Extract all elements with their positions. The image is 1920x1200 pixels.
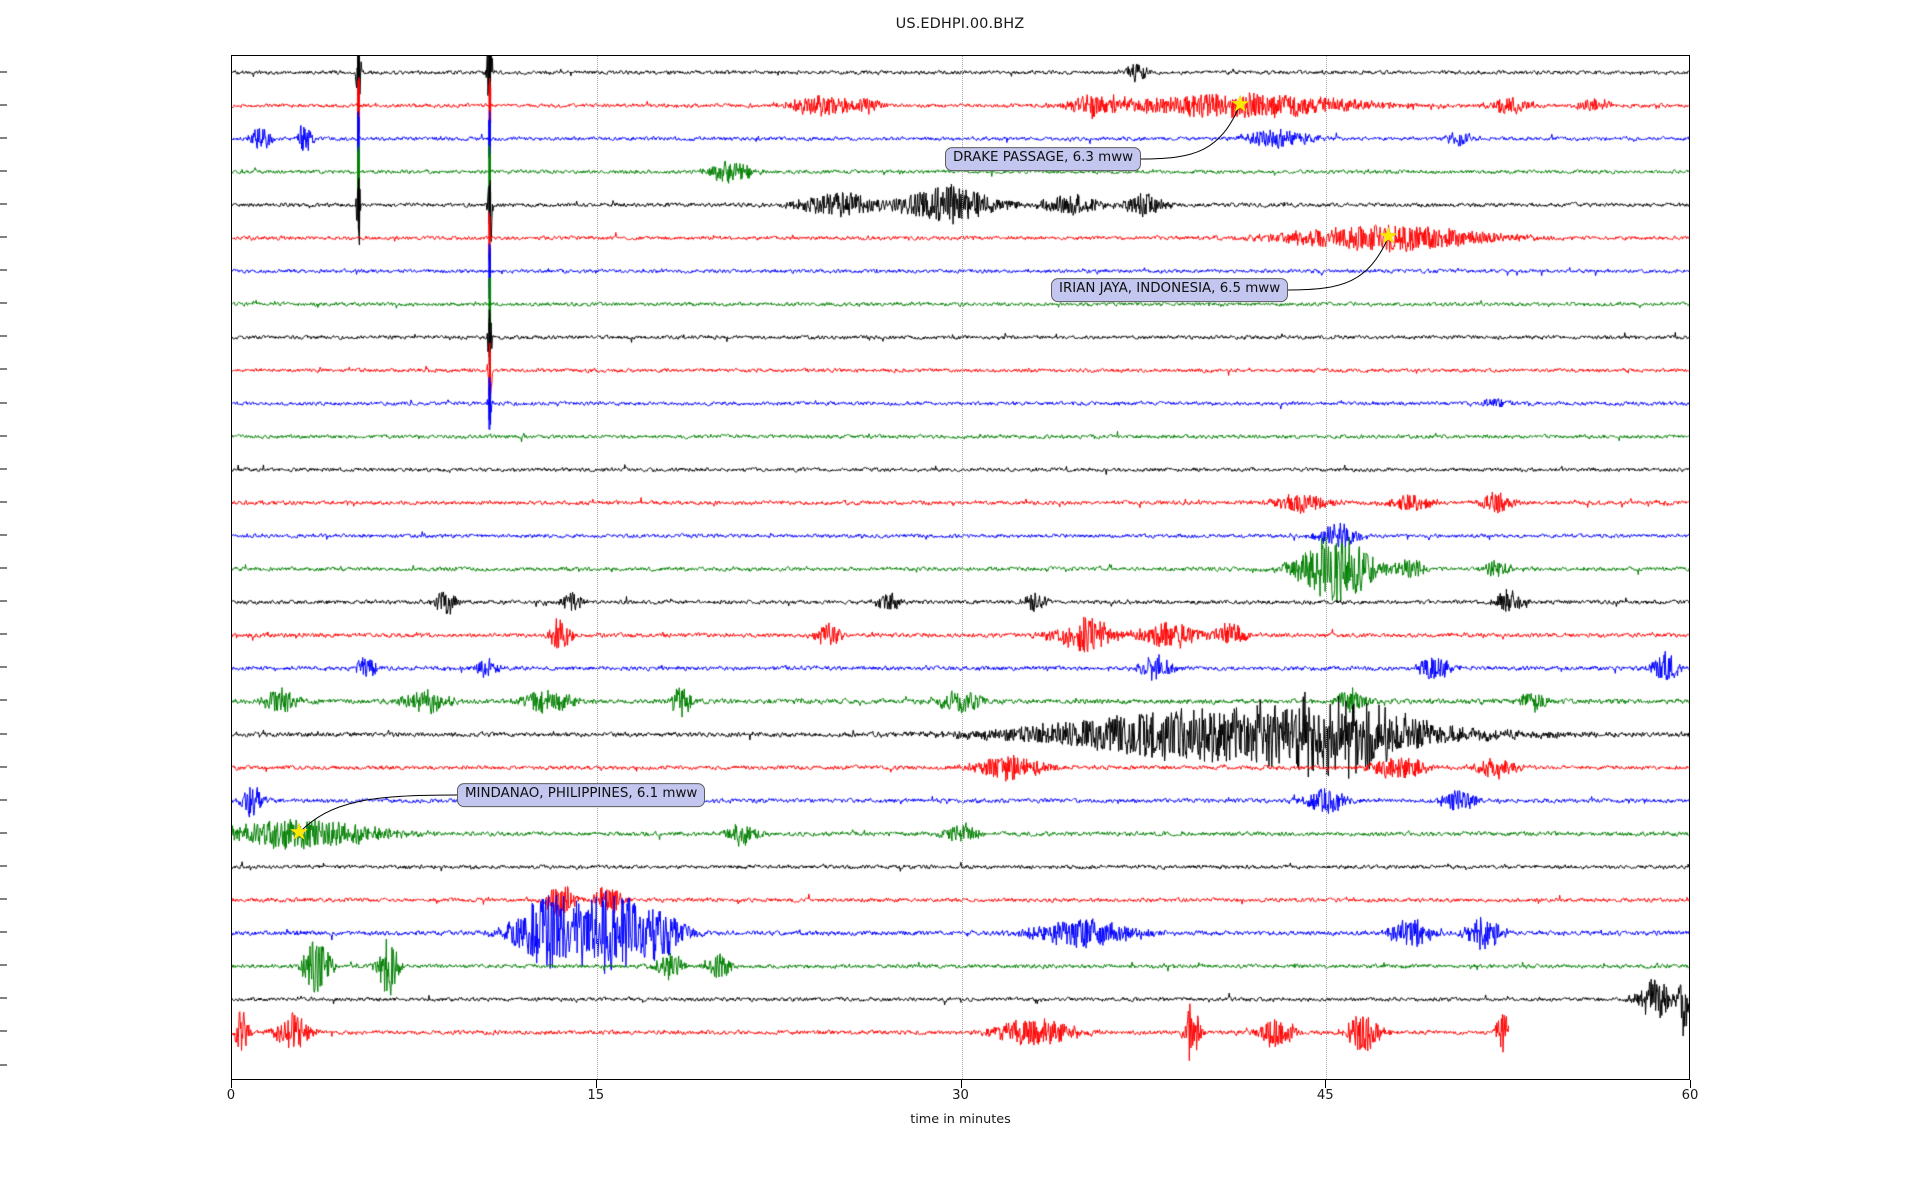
y-tick-mark [0, 666, 7, 668]
y-axis-labels: 00:00:1001:00:1002:00:1003:00:1004:00:10… [0, 0, 231, 1200]
y-tick-mark [0, 832, 7, 834]
y-tick-mark [0, 633, 7, 635]
x-tick-label: 0 [226, 1088, 236, 1103]
y-tick-mark [0, 368, 7, 370]
annotation-leader-line [298, 794, 458, 834]
y-tick-mark [0, 1030, 7, 1032]
y-tick-mark [0, 137, 7, 139]
y-tick-mark [0, 733, 7, 734]
y-tick-mark [0, 997, 7, 999]
x-axis-title: time in minutes [910, 1112, 1011, 1127]
y-tick-mark [0, 766, 7, 768]
y-tick-mark [0, 600, 7, 602]
y-tick-mark [0, 931, 7, 933]
y-tick-mark [0, 269, 7, 271]
y-tick-mark [0, 898, 7, 900]
y-tick-mark [0, 699, 7, 701]
annotation-leader-line [1287, 236, 1389, 291]
y-tick-mark [0, 501, 7, 503]
y-tick-mark [0, 302, 7, 304]
y-tick-mark [0, 567, 7, 569]
seismic-traces [232, 56, 1689, 1079]
x-tick-mark [960, 1080, 962, 1088]
y-tick-mark [0, 435, 7, 437]
x-tick-mark [595, 1080, 597, 1088]
x-tick-mark [1690, 1080, 1691, 1088]
x-tick-mark [1325, 1080, 1327, 1088]
page-title: US.EDHPI.00.BHZ [895, 16, 1025, 32]
x-tick-label: 45 [1316, 1088, 1334, 1103]
y-tick-mark [0, 170, 7, 172]
y-tick-mark [0, 236, 7, 238]
x-tick-mark [231, 1080, 232, 1088]
y-tick-mark [0, 799, 7, 801]
y-tick-mark [0, 203, 7, 205]
y-tick-mark [0, 865, 7, 867]
gridline-vertical [596, 56, 599, 1079]
y-tick-mark [0, 104, 7, 106]
x-tick-label: 15 [587, 1088, 605, 1103]
y-tick-mark [0, 964, 7, 966]
y-tick-mark [0, 1064, 7, 1065]
annotation-leader-line [1140, 104, 1241, 160]
gridline-vertical [1326, 56, 1328, 1079]
y-tick-mark [0, 468, 7, 470]
y-tick-mark [0, 534, 7, 536]
y-tick-mark [0, 335, 7, 337]
y-tick-mark [0, 402, 7, 403]
gridline-vertical [961, 56, 964, 1079]
plot-area [231, 55, 1690, 1080]
x-tick-label: 60 [1681, 1088, 1699, 1103]
x-tick-label: 30 [952, 1088, 969, 1103]
y-tick-mark [0, 71, 7, 72]
